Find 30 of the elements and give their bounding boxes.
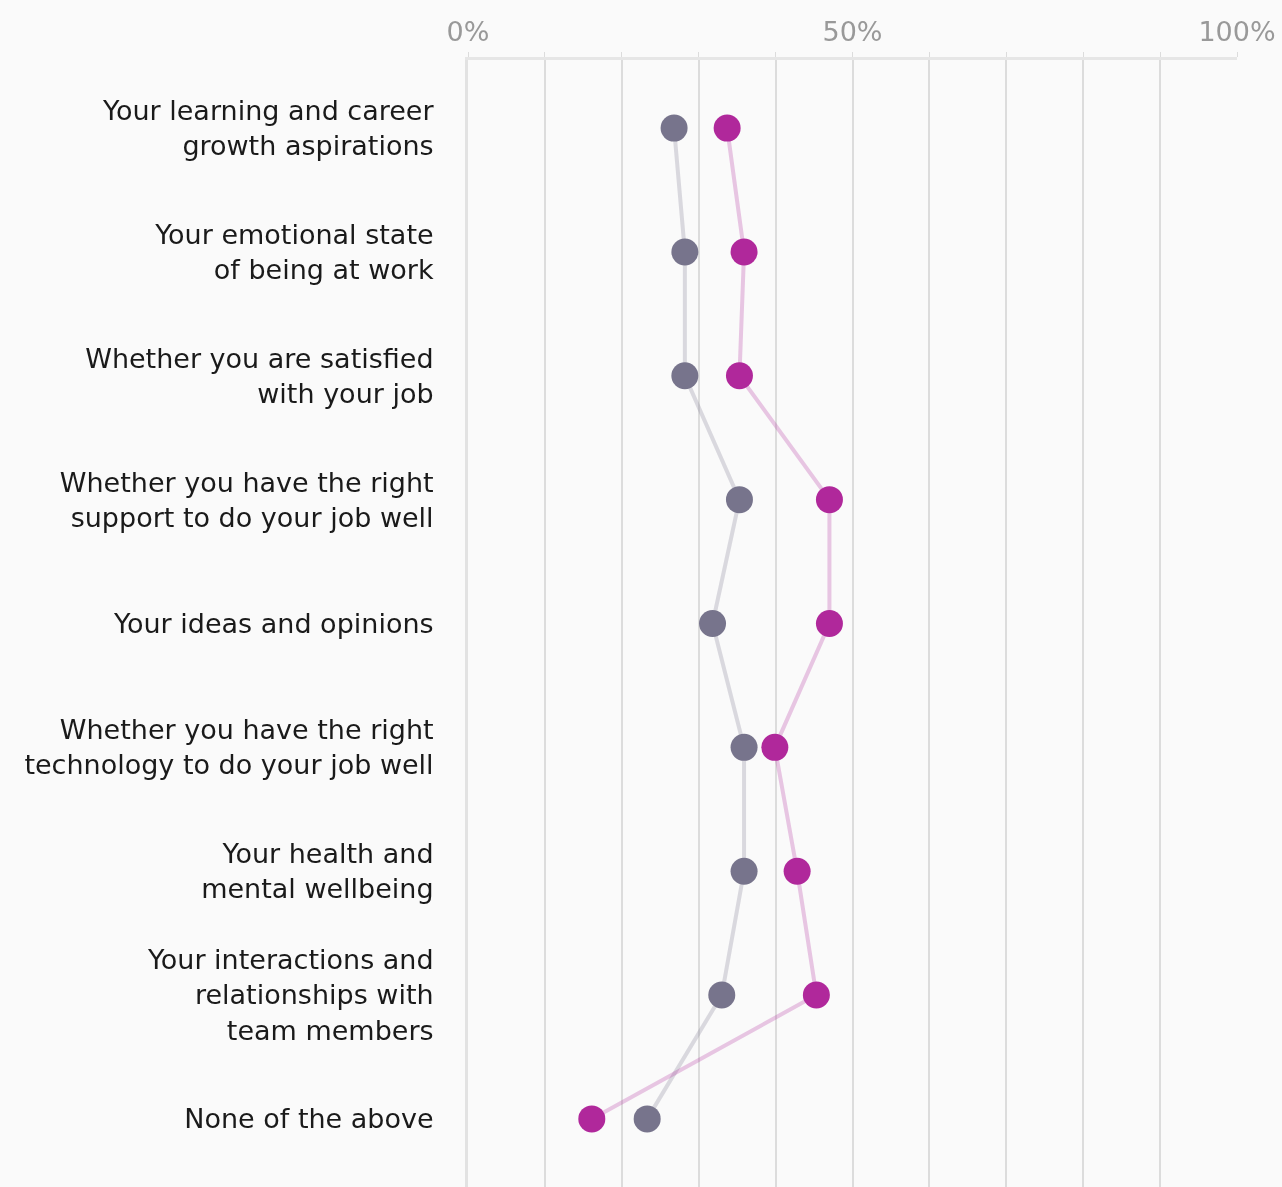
y-tick-label: Whether you are satisfied with your job [85, 342, 434, 409]
point [578, 1105, 606, 1133]
y-tick-label: Your emotional state of being at work [154, 218, 434, 285]
y-tick-label: Your interactions and relationships with team members [146, 944, 434, 1046]
point [671, 238, 699, 266]
point [633, 1105, 661, 1133]
y-tick-label: Your health and mental wellbeing [201, 838, 434, 905]
x-tick-label: 0% [446, 16, 490, 48]
point [671, 362, 699, 390]
point [730, 238, 758, 266]
point [713, 114, 741, 142]
point [725, 486, 753, 514]
x-tick-label: 100% [1198, 16, 1276, 48]
y-tick-label: Your learning and career growth aspirations [102, 95, 435, 162]
point [660, 114, 688, 142]
y-tick-label: None of the above [184, 1103, 434, 1135]
point [783, 857, 811, 885]
point [730, 733, 758, 761]
point [708, 981, 736, 1009]
point [730, 857, 758, 885]
point [815, 610, 843, 637]
y-tick-label: Whether you have the right support to do your job well [59, 466, 434, 533]
point [761, 733, 789, 761]
x-tick-label: 50% [822, 16, 883, 48]
point [699, 610, 727, 637]
y-tick-label: Your ideas and opinions [113, 607, 434, 639]
point [815, 486, 843, 514]
point [802, 981, 830, 1009]
y-tick-label: Whether you have the right technology to do your job well [24, 714, 434, 781]
point [725, 362, 753, 390]
